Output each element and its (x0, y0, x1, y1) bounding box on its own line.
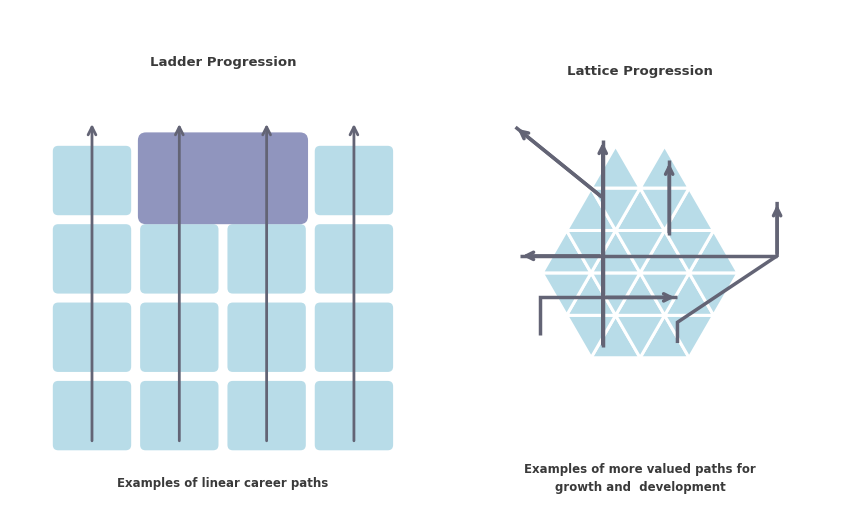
Polygon shape (591, 230, 640, 273)
Polygon shape (689, 273, 738, 315)
FancyBboxPatch shape (227, 381, 306, 450)
Text: Ladder Progression: Ladder Progression (150, 56, 296, 69)
Polygon shape (664, 315, 714, 358)
Polygon shape (616, 188, 664, 230)
FancyBboxPatch shape (227, 146, 306, 215)
Polygon shape (616, 315, 664, 358)
FancyBboxPatch shape (140, 224, 219, 294)
Polygon shape (591, 146, 640, 188)
Polygon shape (640, 188, 689, 230)
Polygon shape (542, 230, 591, 273)
Polygon shape (640, 230, 689, 273)
Polygon shape (640, 146, 689, 188)
Polygon shape (591, 188, 640, 230)
FancyBboxPatch shape (53, 303, 131, 372)
Text: Lattice Progression: Lattice Progression (567, 65, 713, 78)
Polygon shape (591, 315, 640, 358)
FancyBboxPatch shape (315, 146, 393, 215)
Polygon shape (640, 315, 689, 358)
Polygon shape (664, 273, 714, 315)
Polygon shape (542, 273, 591, 315)
FancyBboxPatch shape (227, 303, 306, 372)
FancyBboxPatch shape (140, 146, 219, 215)
Polygon shape (664, 230, 714, 273)
Polygon shape (640, 273, 689, 315)
Polygon shape (567, 230, 616, 273)
Polygon shape (591, 273, 640, 315)
FancyBboxPatch shape (138, 133, 308, 224)
FancyBboxPatch shape (140, 381, 219, 450)
FancyBboxPatch shape (140, 303, 219, 372)
FancyBboxPatch shape (53, 224, 131, 294)
Text: Examples of linear career paths: Examples of linear career paths (118, 477, 329, 490)
Polygon shape (567, 273, 616, 315)
FancyBboxPatch shape (53, 381, 131, 450)
Polygon shape (664, 188, 714, 230)
FancyBboxPatch shape (227, 224, 306, 294)
Polygon shape (616, 273, 664, 315)
FancyBboxPatch shape (315, 381, 393, 450)
FancyBboxPatch shape (315, 224, 393, 294)
Polygon shape (689, 230, 738, 273)
FancyBboxPatch shape (53, 146, 131, 215)
Polygon shape (567, 315, 616, 358)
Polygon shape (567, 188, 616, 230)
FancyBboxPatch shape (315, 303, 393, 372)
Text: Examples of more valued paths for
growth and  development: Examples of more valued paths for growth… (524, 463, 756, 495)
Polygon shape (616, 230, 664, 273)
